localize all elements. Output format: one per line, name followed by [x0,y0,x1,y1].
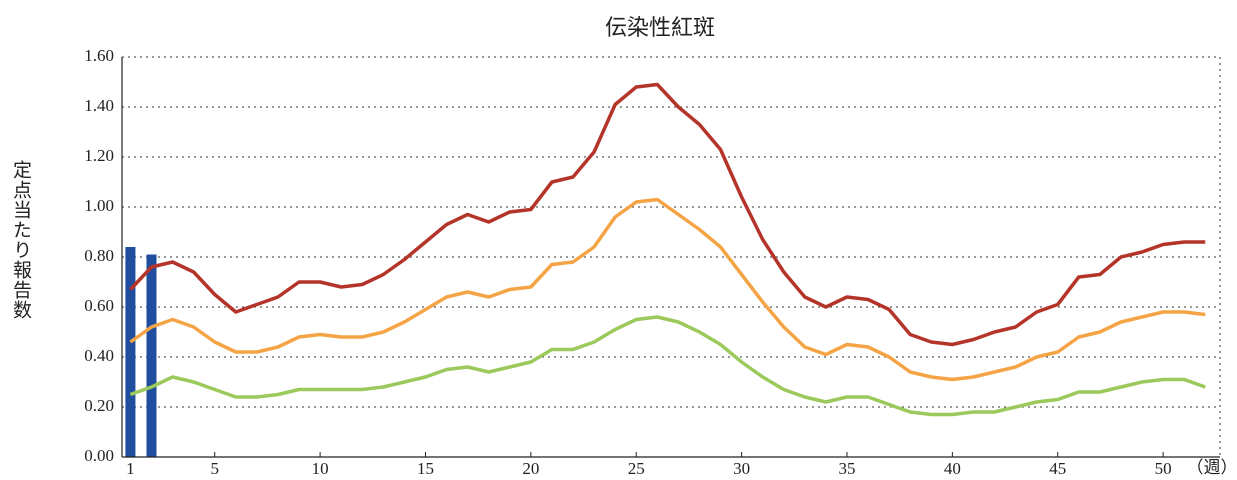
y-tick-label: 1.40 [84,96,114,115]
x-tick-label: 35 [838,459,855,478]
y-tick-label: 1.00 [84,196,114,215]
x-tick-label: 10 [312,459,329,478]
x-axis-label: （週） [1187,458,1237,477]
line [129,82,1206,347]
y-tick-label: 1.60 [84,46,114,65]
y-tick-label: 0.60 [84,296,114,315]
y-tick-label: 0.20 [84,396,114,415]
bar [125,247,136,457]
x-tick-label: 45 [1049,459,1066,478]
x-tick-label: 50 [1155,459,1172,478]
x-tick-label: 20 [522,459,539,478]
chart-title: 伝染性紅斑 [605,16,715,41]
y-tick-label: 0.80 [84,246,114,265]
x-tick-label: 15 [417,459,434,478]
y-tick-label: 0.00 [84,446,114,465]
line [129,197,1206,382]
x-tick-label: 40 [944,459,961,478]
y-axis-label: 定点当たり報告数 [10,160,32,320]
x-tick-label: 1 [126,459,135,478]
y-tick-label: 0.40 [84,346,114,365]
bar [146,254,157,457]
x-tick-label: 30 [733,459,750,478]
line [129,315,1206,417]
x-tick-label: 25 [628,459,645,478]
x-tick-label: 5 [210,459,219,478]
y-tick-label: 1.20 [84,146,114,165]
